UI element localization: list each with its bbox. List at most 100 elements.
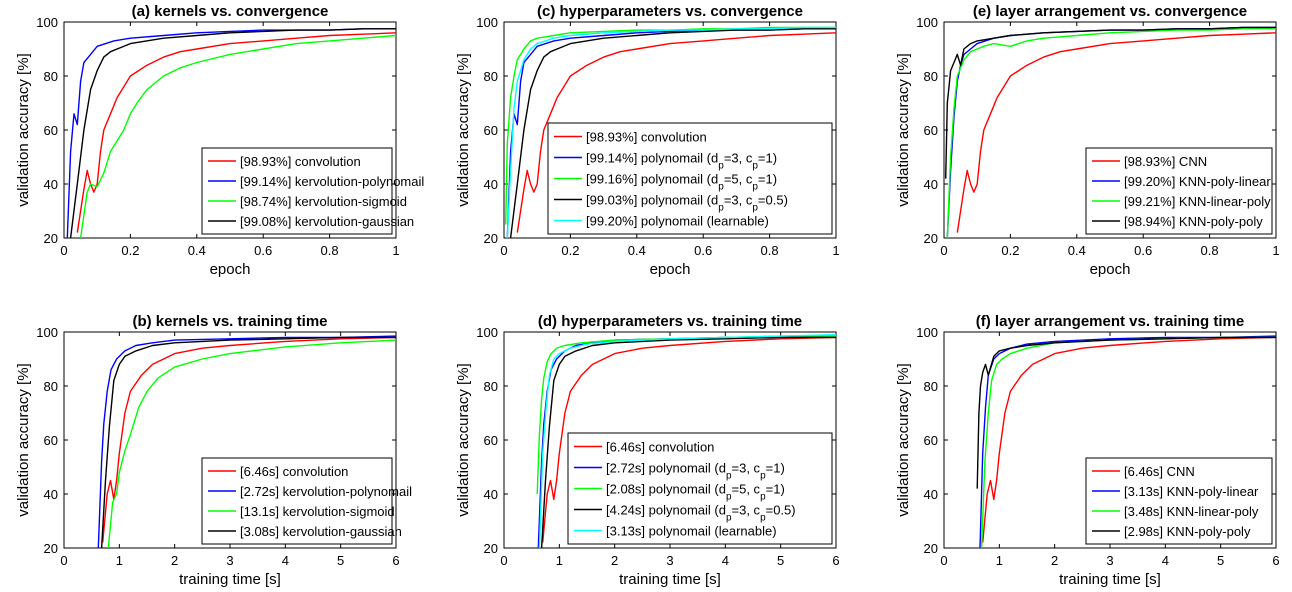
legend-entry: [98.74%] kervolution-sigmoid [240,194,407,209]
legend-subscript: p [718,160,724,171]
series-group [536,334,836,548]
legend-box [201,457,393,545]
y-axis-label: validation accuracy [%] [15,53,32,206]
legend-subscript: p [760,512,766,523]
x-tick-label: 1 [556,553,563,568]
y-axis-label: validation accuracy [%] [895,363,912,516]
legend-text-part: =1) [766,461,785,476]
legend-entry: [6.46s] convolution [606,440,714,455]
x-tick-label: 6 [1272,553,1279,568]
series-group [66,28,396,238]
chart-title: (d) hyperparameters vs. training time [538,313,802,330]
series-line-1 [102,336,396,543]
legend: [98.93%] convolution [99.14%] kervolution… [201,147,424,235]
legend-subscript: p [726,470,732,481]
x-axis-label: epoch [1090,261,1131,278]
legend-subscript: p [726,491,732,502]
y-tick-label: 100 [476,15,498,30]
legend-subscript: p [726,512,732,523]
series-line-4 [100,336,396,548]
x-tick-label: 0.6 [254,243,272,258]
y-tick-label: 40 [484,177,498,192]
legend-subscript: p [718,181,724,192]
legend-entry: [6.46s] CNN [1124,464,1195,479]
legend-subscript: p [752,181,758,192]
chart-title: (e) layer arrangement vs. convergence [973,3,1247,20]
series-line-4 [945,26,1276,179]
y-tick-label: 80 [484,69,498,84]
chart-title: (a) kernels vs. convergence [132,3,329,20]
chart-title: (c) hyperparameters vs. convergence [537,3,803,20]
legend-box [201,147,393,235]
y-axis-label: validation accuracy [%] [455,53,472,206]
x-tick-label: 5 [777,553,784,568]
chart-title: (f) layer arrangement vs. training time [976,313,1244,330]
y-tick-label: 20 [44,231,58,246]
y-tick-label: 20 [44,541,58,556]
chart-panel-a: (a) kernels vs. convergence 0 0.2 0.4 0.6 0.8… [15,3,424,278]
legend: [6.46s] CNN [3.13s] KNN-poly-linear [3.48s… [1085,457,1273,545]
legend-entry: [99.14%] polynomail (dp=3, cp=1) [586,151,777,172]
legend-entry: [99.20%] KNN-poly-linear [1124,174,1271,189]
x-axis-label: training time [s] [1059,571,1161,588]
x-tick-label: 0.6 [1134,243,1152,258]
legend-text-part: =3, c [724,193,753,208]
y-tick-label: 80 [44,379,58,394]
series-line-4 [976,336,1276,489]
y-axis-label: validation accuracy [%] [15,363,32,516]
series-line-4 [540,336,836,548]
legend-entry: [13.1s] kervolution-sigmoid [240,504,395,519]
series-line-5 [538,334,836,548]
legend-text-part: =0.5) [766,503,796,518]
x-tick-label: 0 [940,553,947,568]
x-tick-label: 0.4 [628,243,646,258]
legend-text-part: [99.14%] polynomail (d [586,151,718,166]
legend: [98.93%] CNN [99.20%] KNN-poly-linear [99.… [1085,147,1273,235]
legend-box [1085,147,1273,235]
y-tick-label: 60 [484,123,498,138]
x-tick-label: 2 [171,553,178,568]
series-group [97,335,396,548]
x-tick-label: 1 [1272,243,1279,258]
legend: [98.93%] convolution [99.14%] polynomail … [547,122,833,235]
y-tick-label: 40 [924,177,938,192]
y-tick-label: 40 [924,487,938,502]
legend-entry: [3.08s] kervolution-gaussian [240,524,402,539]
series-line-1 [76,32,396,233]
x-tick-label: 0 [60,553,67,568]
legend-box [1085,457,1273,545]
legend-entry: [99.08%] kervolution-gaussian [240,214,414,229]
legend-text-part: =0.5) [758,193,788,208]
x-tick-label: 0.8 [321,243,339,258]
legend-subscript: p [718,202,724,213]
x-tick-label: 0 [500,243,507,258]
series-line-3 [946,28,1276,238]
x-tick-label: 3 [666,553,673,568]
legend-text-part: [2.72s] polynomail (d [606,461,726,476]
y-tick-label: 80 [924,69,938,84]
x-tick-label: 0 [500,553,507,568]
series-line-1 [956,32,1276,233]
x-tick-label: 1 [392,243,399,258]
x-tick-label: 4 [282,553,289,568]
y-tick-label: 60 [924,123,938,138]
x-tick-label: 0.6 [694,243,712,258]
chart-panel-c: (c) hyperparameters vs. convergence 0 0.2 0… [455,3,840,278]
legend-entry: [98.93%] convolution [240,154,361,169]
y-tick-label: 40 [484,487,498,502]
legend-entry: [99.20%] polynomail (learnable) [586,214,769,229]
legend-subscript: p [760,470,766,481]
x-tick-label: 6 [832,553,839,568]
legend-text-part: [4.24s] polynomail (d [606,503,726,518]
legend-entry: [3.13s] KNN-poly-linear [1124,484,1259,499]
y-tick-label: 80 [924,379,938,394]
y-tick-label: 100 [916,325,938,340]
y-tick-label: 60 [44,433,58,448]
chart-title: (b) kernels vs. training time [132,313,327,330]
series-line-2 [97,335,396,548]
y-axis-label: validation accuracy [%] [455,363,472,516]
series-line-1 [542,336,836,543]
series-line-1 [982,336,1276,543]
x-tick-label: 1 [116,553,123,568]
legend-text-part: =3, c [724,151,753,166]
